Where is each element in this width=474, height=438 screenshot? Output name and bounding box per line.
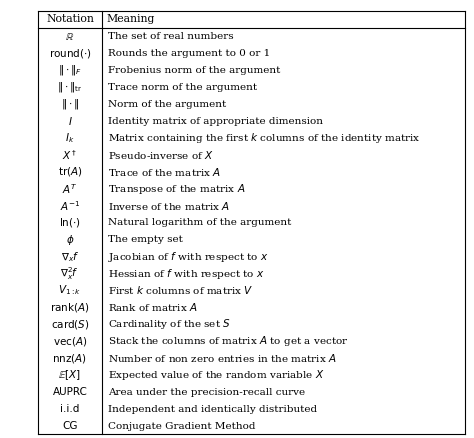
Text: Jacobian of $f$ with respect to $x$: Jacobian of $f$ with respect to $x$ xyxy=(108,250,268,264)
Text: rank$(A)$: rank$(A)$ xyxy=(50,301,90,314)
Text: Identity matrix of appropriate dimension: Identity matrix of appropriate dimension xyxy=(108,117,323,126)
Text: Pseudo-inverse of $X$: Pseudo-inverse of $X$ xyxy=(108,149,213,161)
Text: $A^T$: $A^T$ xyxy=(62,182,78,196)
Text: Trace norm of the argument: Trace norm of the argument xyxy=(108,83,257,92)
Text: round$(\cdot)$: round$(\cdot)$ xyxy=(48,47,91,60)
Text: Transpose of the matrix $A$: Transpose of the matrix $A$ xyxy=(108,182,245,196)
Text: Conjugate Gradient Method: Conjugate Gradient Method xyxy=(108,421,255,431)
Text: $A^{-1}$: $A^{-1}$ xyxy=(60,199,80,213)
Text: Cardinality of the set $S$: Cardinality of the set $S$ xyxy=(108,318,230,332)
Text: tr$(A)$: tr$(A)$ xyxy=(58,166,82,178)
Text: $\nabla_x^2 f$: $\nabla_x^2 f$ xyxy=(61,265,79,282)
Text: Norm of the argument: Norm of the argument xyxy=(108,99,226,109)
Text: Hessian of $f$ with respect to $x$: Hessian of $f$ with respect to $x$ xyxy=(108,267,264,281)
Text: Number of non zero entries in the matrix $A$: Number of non zero entries in the matrix… xyxy=(108,352,336,364)
Text: Expected value of the random variable $X$: Expected value of the random variable $X… xyxy=(108,368,324,382)
Text: nnz$(A)$: nnz$(A)$ xyxy=(53,352,87,365)
Text: card$(S)$: card$(S)$ xyxy=(51,318,89,331)
Text: $\|\cdot\|_{\mathrm{tr}}$: $\|\cdot\|_{\mathrm{tr}}$ xyxy=(57,80,83,94)
Text: $\mathbb{E}[X]$: $\mathbb{E}[X]$ xyxy=(58,368,82,382)
Text: $I$: $I$ xyxy=(67,115,73,127)
Text: Area under the precision-recall curve: Area under the precision-recall curve xyxy=(108,388,305,397)
Text: $V_{1:k}$: $V_{1:k}$ xyxy=(58,283,82,297)
Text: First $k$ columns of matrix $V$: First $k$ columns of matrix $V$ xyxy=(108,285,253,297)
Text: Notation: Notation xyxy=(46,14,94,25)
Text: Independent and identically distributed: Independent and identically distributed xyxy=(108,405,317,413)
Text: $\|\cdot\|$: $\|\cdot\|$ xyxy=(61,97,79,111)
Text: Meaning: Meaning xyxy=(107,14,155,25)
Text: $\mathbb{R}$: $\mathbb{R}$ xyxy=(65,31,74,42)
Text: Trace of the matrix $A$: Trace of the matrix $A$ xyxy=(108,166,220,178)
Text: $\phi$: $\phi$ xyxy=(66,233,74,247)
Text: Stack the columns of matrix $A$ to get a vector: Stack the columns of matrix $A$ to get a… xyxy=(108,334,348,348)
Text: Frobenius norm of the argument: Frobenius norm of the argument xyxy=(108,66,280,75)
Text: Inverse of the matrix $A$: Inverse of the matrix $A$ xyxy=(108,200,230,212)
Text: vec$(A)$: vec$(A)$ xyxy=(53,335,87,348)
Text: i.i.d: i.i.d xyxy=(60,404,80,414)
Text: $\nabla_x f$: $\nabla_x f$ xyxy=(61,250,79,264)
Text: $X^\dagger$: $X^\dagger$ xyxy=(62,148,78,162)
Text: Matrix containing the first $k$ columns of the identity matrix: Matrix containing the first $k$ columns … xyxy=(108,131,420,145)
Text: The set of real numbers: The set of real numbers xyxy=(108,32,233,41)
Text: AUPRC: AUPRC xyxy=(53,387,87,397)
Text: Rounds the argument to 0 or 1: Rounds the argument to 0 or 1 xyxy=(108,49,270,58)
Text: $I_k$: $I_k$ xyxy=(65,131,75,145)
Text: The empty set: The empty set xyxy=(108,235,182,244)
Text: $\|\cdot\|_F$: $\|\cdot\|_F$ xyxy=(58,63,82,77)
Text: Rank of matrix $A$: Rank of matrix $A$ xyxy=(108,301,197,314)
Text: CG: CG xyxy=(62,421,78,431)
Text: Natural logarithm of the argument: Natural logarithm of the argument xyxy=(108,218,291,227)
Text: ln$(\cdot)$: ln$(\cdot)$ xyxy=(59,216,81,229)
